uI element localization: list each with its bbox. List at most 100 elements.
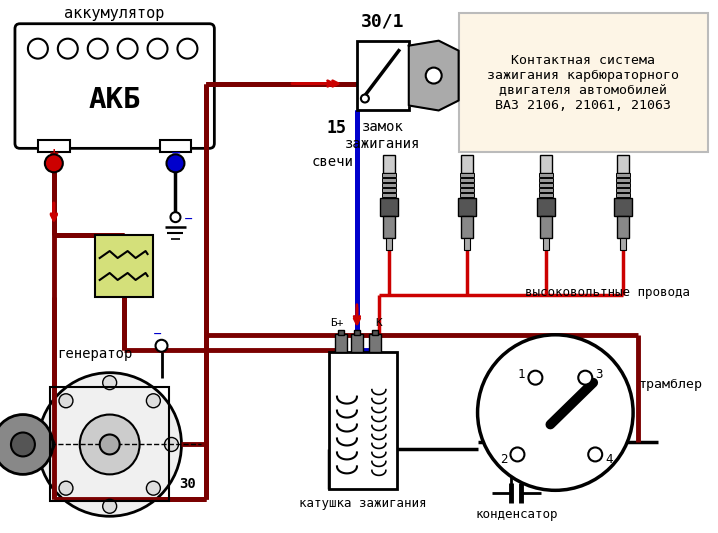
Circle shape <box>528 370 542 385</box>
Circle shape <box>100 434 120 455</box>
Circle shape <box>170 212 180 222</box>
Circle shape <box>510 448 524 462</box>
Circle shape <box>59 481 73 495</box>
Text: 4: 4 <box>605 453 613 466</box>
Circle shape <box>59 394 73 408</box>
Circle shape <box>80 415 139 474</box>
Bar <box>460 188 474 192</box>
Bar <box>620 238 626 250</box>
Text: 30/1: 30/1 <box>361 13 405 31</box>
Circle shape <box>361 94 369 102</box>
Circle shape <box>578 370 592 385</box>
Bar <box>539 183 554 187</box>
Bar <box>537 198 555 216</box>
FancyBboxPatch shape <box>459 13 708 152</box>
Circle shape <box>177 39 197 59</box>
Bar <box>616 183 630 187</box>
Circle shape <box>164 438 179 451</box>
Bar <box>382 188 396 192</box>
Bar <box>539 188 554 192</box>
Text: 3: 3 <box>595 368 603 381</box>
Bar <box>159 140 192 152</box>
Bar <box>464 238 470 250</box>
Text: трамблер: трамблер <box>638 378 702 391</box>
Circle shape <box>103 499 116 513</box>
Bar <box>616 193 630 197</box>
Bar <box>460 193 474 197</box>
Bar <box>457 198 475 216</box>
Text: Контактная система
зажигания карбюраторного
двигателя автомобилей
ВАЗ 2106, 2106: Контактная система зажигания карбюраторн… <box>488 53 679 111</box>
Bar <box>338 330 344 335</box>
Bar <box>382 183 396 187</box>
Bar <box>617 216 629 238</box>
Circle shape <box>41 438 55 451</box>
Polygon shape <box>409 41 459 110</box>
Circle shape <box>118 39 138 59</box>
Text: высоковольтные провода: высоковольтные провода <box>525 286 690 300</box>
Bar <box>541 155 552 173</box>
Text: 30: 30 <box>180 478 196 491</box>
Circle shape <box>11 432 35 456</box>
Circle shape <box>45 155 62 172</box>
Circle shape <box>148 39 167 59</box>
Bar <box>354 330 360 335</box>
Text: 2: 2 <box>500 453 507 466</box>
Bar <box>617 155 629 173</box>
Bar <box>335 334 347 352</box>
Bar <box>614 198 632 216</box>
Text: конденсатор: конденсатор <box>475 508 558 521</box>
Circle shape <box>28 39 48 59</box>
Bar <box>357 41 409 110</box>
Circle shape <box>88 39 108 59</box>
Text: Б+: Б+ <box>330 318 344 328</box>
Circle shape <box>426 68 442 84</box>
Text: аккумулятор: аккумулятор <box>65 6 165 21</box>
Bar <box>460 183 474 187</box>
Bar <box>351 334 363 352</box>
Text: свечи: свечи <box>312 155 354 169</box>
Bar <box>372 330 378 335</box>
Circle shape <box>0 415 53 474</box>
Bar <box>544 238 549 250</box>
Text: 15: 15 <box>327 119 347 138</box>
Text: −: − <box>184 214 193 224</box>
Bar <box>369 334 381 352</box>
Text: 1: 1 <box>518 368 525 381</box>
Bar <box>382 173 396 177</box>
Bar <box>539 193 554 197</box>
Bar <box>95 235 152 297</box>
Bar <box>461 155 472 173</box>
Bar <box>616 188 630 192</box>
Text: АКБ: АКБ <box>88 86 141 115</box>
Bar <box>541 216 552 238</box>
Circle shape <box>156 340 167 352</box>
Circle shape <box>588 448 602 462</box>
Circle shape <box>146 394 160 408</box>
Bar <box>460 178 474 182</box>
FancyBboxPatch shape <box>15 24 215 148</box>
Text: генератор: генератор <box>57 347 132 361</box>
Circle shape <box>146 481 160 495</box>
Bar <box>329 352 397 489</box>
Bar <box>539 178 554 182</box>
Circle shape <box>58 39 78 59</box>
Bar <box>38 140 70 152</box>
Bar <box>539 173 554 177</box>
Text: −: − <box>170 147 181 160</box>
Bar <box>383 155 395 173</box>
Text: −: − <box>153 329 162 339</box>
Text: К: К <box>376 318 382 328</box>
Bar <box>616 178 630 182</box>
Bar <box>460 173 474 177</box>
Bar <box>382 178 396 182</box>
Circle shape <box>477 335 633 490</box>
Bar <box>616 173 630 177</box>
Text: катушка зажигания: катушка зажигания <box>299 497 426 510</box>
Bar <box>50 386 169 502</box>
Bar <box>386 238 392 250</box>
Circle shape <box>38 373 182 516</box>
Bar <box>380 198 398 216</box>
Bar <box>383 216 395 238</box>
Text: замок
зажигания: замок зажигания <box>345 120 421 151</box>
Circle shape <box>103 376 116 390</box>
